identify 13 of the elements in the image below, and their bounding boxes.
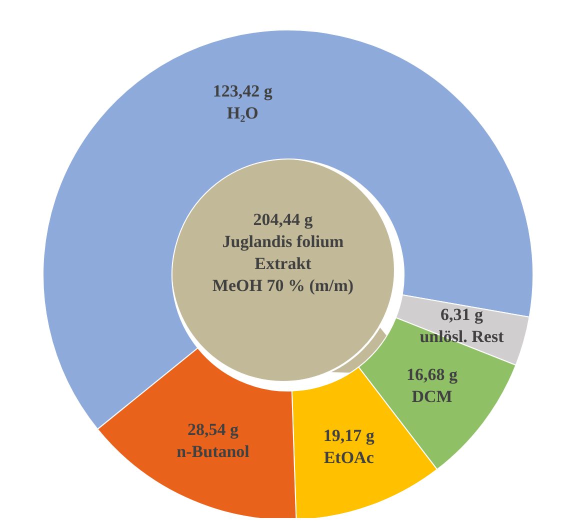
data-label: 123,42 g (212, 81, 273, 100)
slice-label: n-Butanol (176, 442, 250, 462)
slice-label: DCM (412, 386, 452, 406)
data-label: 28,54 g (188, 420, 240, 440)
data-label: 6,31 g (440, 304, 484, 324)
text: 204,44 g (253, 210, 314, 229)
text: MeOH 70 % (m/m) (212, 276, 354, 295)
slice-label: EtOAc (324, 448, 374, 467)
slice-label: H₂O (226, 103, 258, 122)
data-label: 19,17 g (323, 426, 375, 445)
text: Extrakt (254, 254, 312, 273)
text: Juglandis folium (222, 232, 344, 251)
data-label: 16,68 g (406, 364, 458, 384)
